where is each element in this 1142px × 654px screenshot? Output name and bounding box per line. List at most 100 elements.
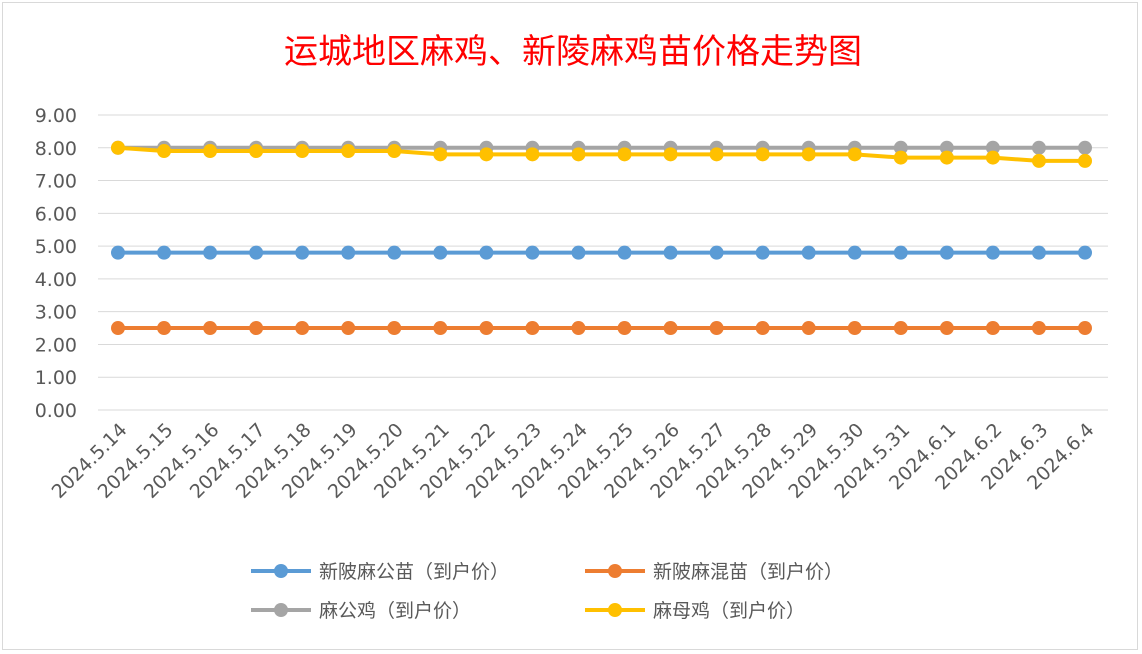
data-point — [479, 147, 494, 162]
data-point — [939, 140, 954, 155]
data-point — [985, 140, 1000, 155]
series-line — [117, 145, 1085, 163]
data-point — [755, 321, 770, 336]
legend-item: 麻母鸡（到户价） — [585, 600, 805, 622]
y-tick-label: 8.00 — [35, 138, 77, 160]
data-point — [1078, 245, 1092, 260]
data-point — [1078, 140, 1092, 155]
legend: 新陂麻公苗（到户价） 新陂麻混苗（到户价） 麻公鸡（到户价） 麻母鸡（到户价） — [251, 561, 843, 622]
data-point — [755, 147, 770, 162]
y-tick-label: 3.00 — [35, 302, 77, 324]
data-point — [479, 245, 494, 260]
data-point — [985, 245, 1000, 260]
series-3 — [111, 140, 1092, 168]
data-point — [157, 144, 172, 159]
data-point — [617, 321, 632, 336]
legend-item: 麻公鸡（到户价） — [251, 600, 471, 622]
data-point — [341, 245, 356, 260]
legend-marker — [608, 603, 622, 617]
legend-label: 麻母鸡（到户价） — [653, 600, 805, 622]
data-point — [203, 321, 218, 336]
data-point — [847, 147, 862, 162]
legend-marker — [274, 603, 288, 617]
data-point — [1031, 153, 1046, 168]
data-point — [847, 321, 862, 336]
data-point — [387, 321, 402, 336]
data-point — [295, 245, 310, 260]
series-lines — [111, 140, 1092, 336]
legend-label: 新陂麻公苗（到户价） — [319, 561, 509, 583]
data-point — [1031, 321, 1046, 336]
data-point — [939, 245, 954, 260]
y-tick-label: 6.00 — [35, 203, 77, 225]
data-point — [525, 245, 540, 260]
data-point — [663, 245, 678, 260]
y-tick-label: 1.00 — [35, 367, 77, 389]
data-point — [341, 144, 356, 159]
data-point — [985, 150, 1000, 165]
data-point — [433, 245, 448, 260]
legend-label: 新陂麻混苗（到户价） — [653, 561, 843, 583]
y-tick-label: 7.00 — [35, 171, 77, 193]
legend-marker — [608, 564, 622, 578]
data-point — [755, 245, 770, 260]
data-point — [801, 321, 816, 336]
data-point — [1078, 153, 1092, 168]
y-tick-label: 5.00 — [35, 236, 77, 258]
data-point — [341, 321, 356, 336]
legend-item: 新陂麻公苗（到户价） — [251, 561, 509, 583]
legend-label: 麻公鸡（到户价） — [319, 600, 471, 622]
data-point — [111, 245, 125, 260]
data-point — [295, 144, 310, 159]
data-point — [157, 321, 172, 336]
y-tick-label: 2.00 — [35, 334, 77, 356]
data-point — [111, 321, 125, 336]
data-point — [525, 321, 540, 336]
data-point — [663, 147, 678, 162]
legend-item: 新陂麻混苗（到户价） — [585, 561, 843, 583]
data-point — [893, 245, 908, 260]
data-point — [1031, 140, 1046, 155]
data-point — [525, 147, 540, 162]
series-0 — [111, 245, 1092, 260]
data-point — [387, 245, 402, 260]
data-point — [663, 321, 678, 336]
chart-title: 运城地区麻鸡、新陵麻鸡苗价格走势图 — [284, 32, 862, 72]
y-tick-label: 9.00 — [35, 105, 77, 127]
data-point — [295, 321, 310, 336]
data-point — [709, 245, 724, 260]
series-1 — [111, 321, 1092, 336]
data-point — [479, 321, 494, 336]
data-point — [893, 321, 908, 336]
data-point — [617, 245, 632, 260]
data-point — [709, 147, 724, 162]
data-point — [249, 144, 264, 159]
legend-marker — [274, 564, 288, 578]
data-point — [203, 144, 218, 159]
data-point — [847, 245, 862, 260]
y-axis-tick-labels: 0.00 1.00 2.00 3.00 4.00 5.00 6.00 7.00 8.00 9.00 — [35, 105, 77, 422]
data-point — [1078, 321, 1092, 336]
y-tick-label: 0.00 — [35, 400, 77, 422]
data-point — [709, 321, 724, 336]
data-point — [203, 245, 218, 260]
data-point — [801, 147, 816, 162]
data-point — [939, 150, 954, 165]
data-point — [157, 245, 172, 260]
data-point — [111, 140, 125, 155]
data-point — [893, 150, 908, 165]
data-point — [249, 321, 264, 336]
data-point — [249, 245, 264, 260]
data-point — [939, 321, 954, 336]
data-point — [617, 147, 632, 162]
data-point — [801, 245, 816, 260]
x-axis-tick-labels: 2024.5.142024.5.152024.5.162024.5.172024… — [48, 419, 1099, 503]
data-point — [571, 147, 586, 162]
data-point — [387, 144, 402, 159]
data-point — [1031, 245, 1046, 260]
y-tick-label: 4.00 — [35, 269, 77, 291]
data-point — [433, 321, 448, 336]
line-chart: 运城地区麻鸡、新陵麻鸡苗价格走势图 0.00 1.00 2.00 3.00 4.00 5.… — [35, 32, 1108, 622]
data-point — [433, 147, 448, 162]
